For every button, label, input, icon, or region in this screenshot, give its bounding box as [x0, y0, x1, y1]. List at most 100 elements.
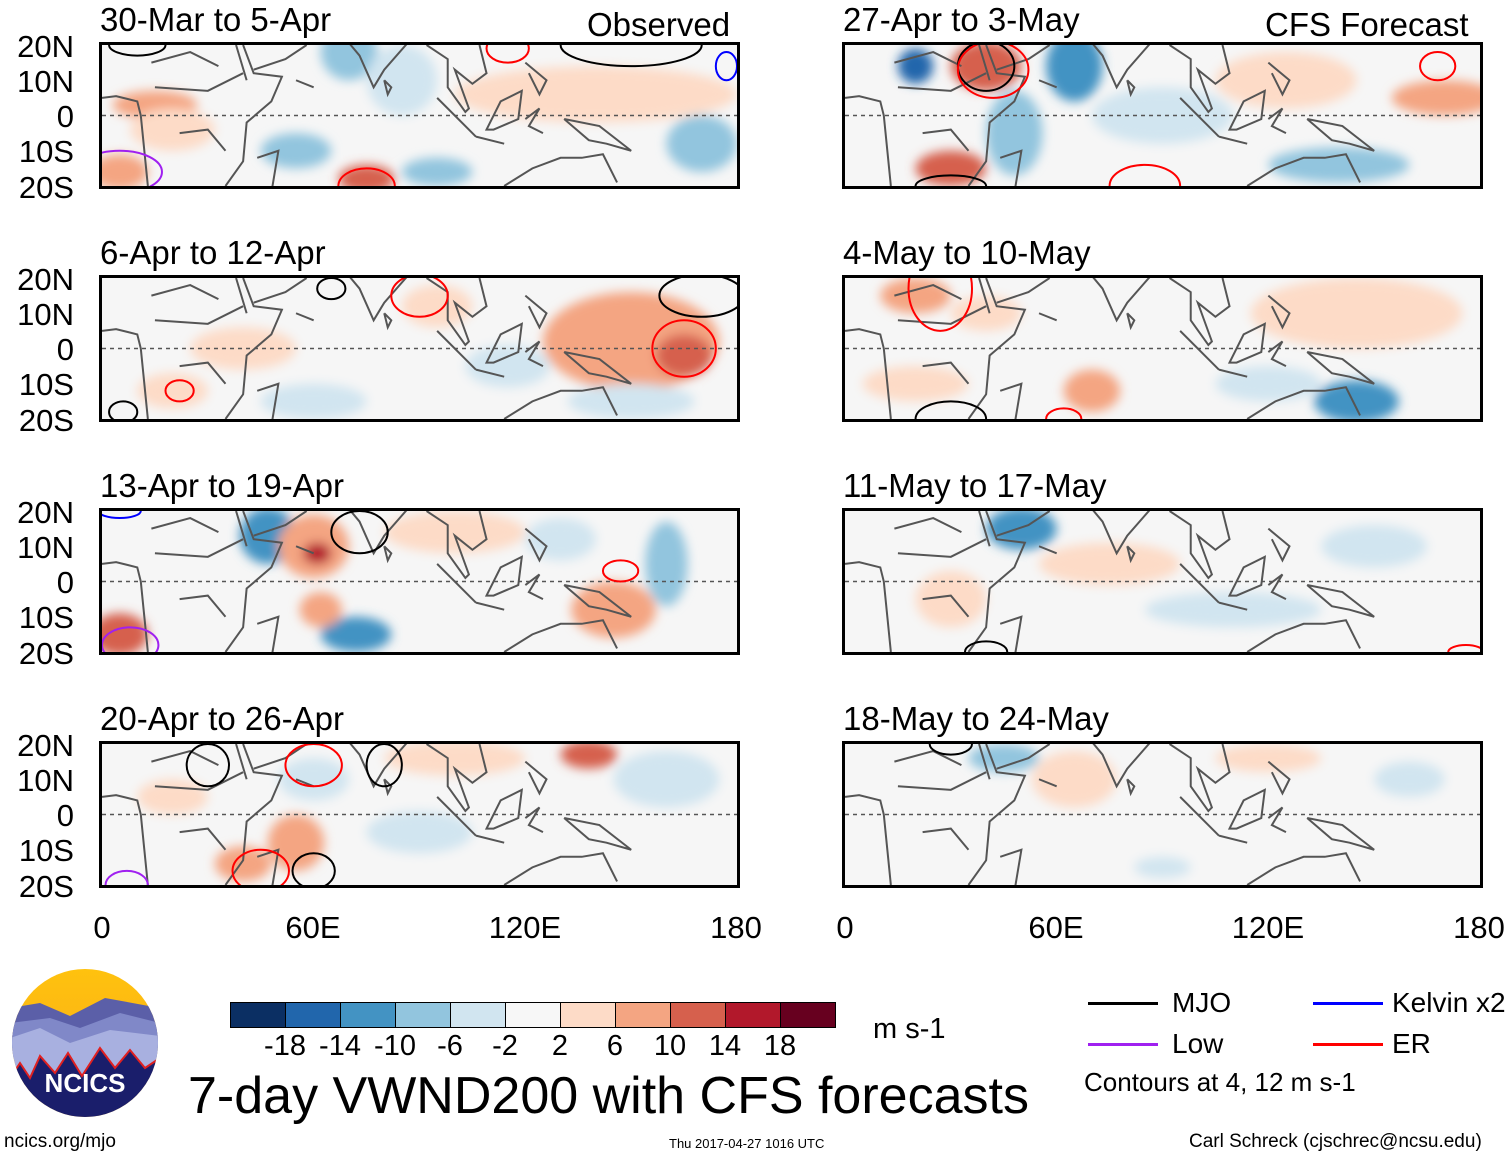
anomaly-shading [303, 542, 332, 564]
anomaly-shading [260, 383, 367, 419]
contour-note: Contours at 4, 12 m s-1 [1084, 1067, 1356, 1097]
wind-anomaly-map [102, 511, 737, 652]
anomaly-shading [986, 90, 1043, 176]
coastline [845, 744, 1374, 885]
lat-label: 20S [18, 869, 74, 904]
colorbar-swatch [286, 1003, 341, 1027]
wave-contour [331, 511, 387, 553]
wave-contour [965, 641, 1007, 652]
lat-label: 0 [56, 798, 74, 833]
wave-contour [109, 401, 137, 419]
lon-label: 120E [488, 910, 562, 945]
anomaly-shading [190, 327, 297, 370]
coastline [845, 45, 1374, 186]
colorbar-label: -6 [437, 1030, 463, 1062]
panel-title: 11-May to 17-May [843, 467, 1107, 504]
colorbar-label: 10 [653, 1030, 687, 1062]
lat-label: 20N [17, 262, 74, 297]
legend-low-line [1088, 1043, 1158, 1046]
footer-author: Carl Schreck (cjschrec@ncsu.edu) [1189, 1131, 1482, 1152]
legend-kelvin: Kelvin x2 [1392, 987, 1506, 1018]
anomaly-shading [525, 518, 596, 561]
anomaly-shading [1144, 592, 1322, 628]
wave-contour [106, 871, 148, 885]
colorbar-label: 18 [763, 1030, 797, 1062]
colorbar [230, 1002, 836, 1028]
anomaly-shading [1134, 856, 1191, 878]
map-panel [99, 741, 740, 888]
wave-contour [561, 45, 702, 66]
anomaly-shading [897, 48, 934, 84]
anomaly-shading [1215, 366, 1322, 402]
anomaly-shading [560, 744, 618, 769]
colorbar-swatch [616, 1003, 671, 1027]
anomaly-shading [1046, 45, 1103, 102]
lat-label: 20S [18, 403, 74, 438]
colorbar-swatch [671, 1003, 726, 1027]
anomaly-shading [950, 295, 1022, 331]
wave-contour [233, 850, 289, 885]
wave-contour [909, 278, 973, 331]
wave-contour [317, 278, 345, 299]
anomaly-shading [1215, 744, 1322, 773]
map-panel [99, 42, 740, 189]
wave-contour [285, 744, 341, 786]
anomaly-shading [571, 581, 656, 638]
lat-label: 10S [18, 134, 74, 169]
colorbar-label: -14 [319, 1030, 361, 1062]
anomaly-shading [1374, 761, 1445, 797]
anomaly-shading [214, 846, 272, 882]
coastline [102, 511, 631, 652]
legend-kelvin-line [1313, 1002, 1383, 1005]
observed-label: Observed [587, 6, 731, 43]
anomaly-shading [278, 758, 349, 801]
wind-anomaly-map [102, 744, 737, 885]
colorbar-swatch [341, 1003, 396, 1027]
wave-contour [716, 52, 737, 80]
lat-label: 20N [17, 29, 74, 64]
wave-contour [187, 744, 229, 786]
wind-anomaly-map [845, 45, 1480, 186]
colorbar-swatch [506, 1003, 561, 1027]
lat-label: 20S [18, 170, 74, 205]
anomaly-shading [862, 366, 969, 402]
ncics-logo: NCICS [12, 969, 158, 1117]
lat-label: 20S [18, 636, 74, 671]
footer-url: ncics.org/mjo [4, 1131, 116, 1152]
wave-contour [930, 744, 972, 755]
anomaly-shading [366, 45, 438, 116]
lon-label: 120E [1231, 910, 1305, 945]
wave-contour [1046, 408, 1081, 419]
map-panel [842, 42, 1483, 189]
lat-label: 10N [17, 297, 74, 332]
colorbar-label: 14 [708, 1030, 742, 1062]
wave-contour [916, 175, 987, 186]
anomaly-shading [384, 744, 526, 776]
panel-title: 20-Apr to 26-Apr [100, 700, 344, 737]
anomaly-shading [666, 115, 737, 172]
colorbar-label: -2 [492, 1030, 518, 1062]
anomaly-shading [1391, 80, 1480, 116]
colorbar-swatch [781, 1003, 835, 1027]
map-panel [99, 275, 740, 422]
lat-label: 0 [56, 565, 74, 600]
anomaly-shading [1321, 525, 1428, 568]
lat-label: 10N [17, 530, 74, 565]
lon-label: 0 [836, 910, 854, 945]
lat-label: 10N [17, 64, 74, 99]
coastline [102, 45, 631, 186]
wave-contour [166, 380, 194, 401]
panel-title: 30-Mar to 5-Apr [100, 1, 332, 38]
colorbar-swatch [396, 1003, 451, 1027]
colorbar-swatch [726, 1003, 781, 1027]
legend-er-line [1313, 1043, 1383, 1046]
anomaly-shading [1091, 87, 1234, 144]
logo-text: NCICS [45, 1068, 126, 1098]
map-panel [99, 508, 740, 655]
anomaly-shading [986, 511, 1057, 550]
anomaly-shading [299, 592, 342, 628]
map-panel [842, 741, 1483, 888]
anomaly-shading [645, 521, 688, 607]
panel-title: 4-May to 10-May [843, 234, 1091, 271]
wave-contour [487, 45, 529, 63]
